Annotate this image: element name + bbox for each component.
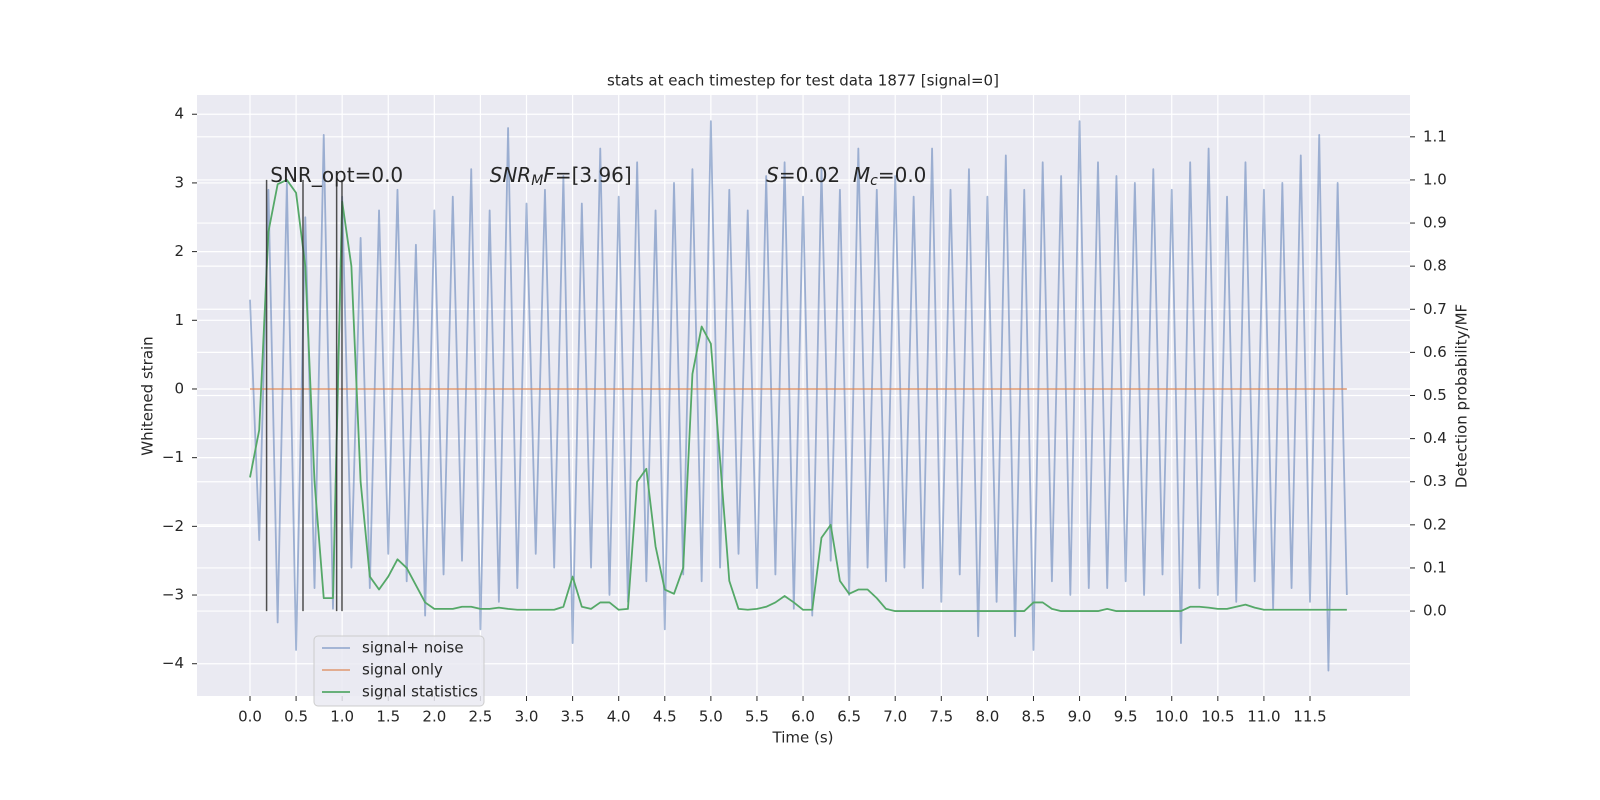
marks: SNR_opt=0.0 SNRMF=[3.96] S=0.02 Mc=0.0 [249, 120, 1348, 672]
x-tick-label: 11.0 [1247, 708, 1280, 726]
legend-label: signal statistics [362, 683, 478, 701]
x-tick-label: 7.5 [929, 708, 953, 726]
x-tick-label: 5.0 [699, 708, 723, 726]
annotation-part: M [853, 163, 870, 187]
x-tick-label: 2.0 [422, 708, 446, 726]
y2-tick-label: 0.4 [1423, 429, 1447, 447]
y2-tick-label: 0.9 [1423, 214, 1447, 232]
annotation-part: SNR [490, 163, 532, 187]
y2-tick-label: 0.6 [1423, 343, 1447, 361]
y2-tick-label: 0.1 [1423, 558, 1447, 576]
y2-tick-label: 0.8 [1423, 257, 1447, 275]
legend-box [313, 635, 485, 707]
y-tick-label: 0 [174, 379, 184, 397]
y2-tick-label: 0.3 [1423, 472, 1447, 490]
annotation-part: =[3.96] [555, 163, 632, 187]
x-tick-label: 4.5 [653, 708, 677, 726]
x-tick-label: 8.0 [975, 708, 999, 726]
x-tick-label: 7.0 [883, 708, 907, 726]
x-tick-label: 8.5 [1022, 708, 1046, 726]
annotation-part: =0.02 [779, 163, 853, 187]
y-axis-label: Whitened strain [139, 336, 157, 455]
x-axis-label: Time (s) [772, 729, 834, 747]
annotation-part: c [870, 173, 878, 189]
x-tick-label: 10.0 [1155, 708, 1188, 726]
legend-label: signal+ noise [362, 639, 464, 657]
y2-tick-label: 1.0 [1423, 170, 1447, 188]
annotation: SNR_opt=0.0 [270, 163, 403, 187]
x-tick-label: 3.0 [515, 708, 539, 726]
x-tick-label: 5.5 [745, 708, 769, 726]
annotation-part: F [543, 163, 555, 187]
series-line [249, 179, 1347, 612]
y2-tick-label: 0.2 [1423, 515, 1447, 533]
x-tick-label: 9.0 [1068, 708, 1092, 726]
x-tick-label: 9.5 [1114, 708, 1138, 726]
annotation-part: M [531, 173, 543, 189]
y-tick-label: 3 [174, 173, 184, 191]
annotation-part: S [766, 163, 779, 187]
x-tick-label: 1.5 [376, 708, 400, 726]
y-tick-label: 2 [174, 242, 184, 260]
y-tick-label: −1 [162, 448, 184, 466]
x-tick-label: 6.5 [837, 708, 861, 726]
annotation: SNRMF=[3.96] [490, 163, 632, 190]
annotation-part: =0.0 [878, 163, 927, 187]
y-tick-label: −4 [162, 654, 184, 672]
x-tick-label: 4.0 [607, 708, 631, 726]
y2-tick-label: 0.5 [1423, 386, 1447, 404]
x-tick-label: 1.0 [330, 708, 354, 726]
y2-tick-label: 1.1 [1423, 127, 1447, 145]
x-tick-label: 11.5 [1293, 708, 1326, 726]
y2-axis-label: Detection probability/MF [1453, 304, 1471, 488]
y2-tick-label: 0.0 [1423, 602, 1447, 620]
axes: 0.0 0.5 1.0 1.5 2.0 2.5 3.0 3.5 4.0 4.5 5.0 5.5 6.0 6… [162, 105, 1447, 726]
chart-title: stats at each timestep for test data 187… [607, 72, 999, 90]
y-tick-label: 1 [174, 311, 184, 329]
y-tick-label: 4 [174, 105, 184, 123]
legend-label: signal only [362, 661, 443, 679]
x-tick-label: 0.5 [284, 708, 308, 726]
y-tick-label: −3 [162, 586, 184, 604]
y2-tick-label: 0.7 [1423, 300, 1447, 318]
annotation: S=0.02 Mc=0.0 [766, 163, 926, 190]
x-tick-label: 3.5 [561, 708, 585, 726]
x-tick-label: 2.5 [469, 708, 493, 726]
series-line [249, 120, 1348, 672]
x-tick-label: 0.0 [238, 708, 262, 726]
x-tick-label: 6.0 [791, 708, 815, 726]
y-tick-label: −2 [162, 517, 184, 535]
x-tick-label: 10.5 [1201, 708, 1234, 726]
annotation-part: SNR_opt=0.0 [270, 163, 403, 187]
